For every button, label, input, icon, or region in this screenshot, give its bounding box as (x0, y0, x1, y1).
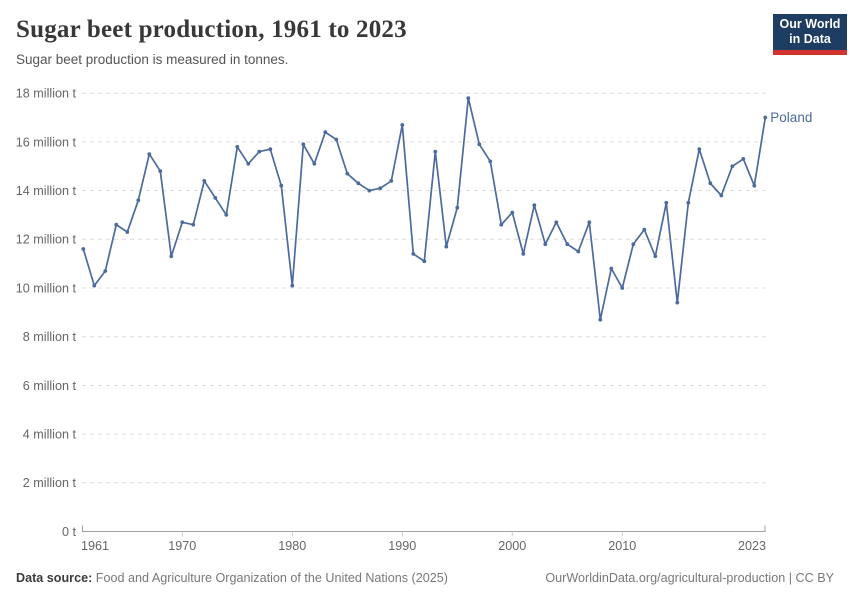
data-point (312, 161, 317, 166)
data-point (114, 222, 119, 227)
data-point (411, 252, 416, 256)
data-point (169, 254, 174, 259)
data-point (301, 142, 306, 147)
data-point (158, 169, 163, 174)
data-point (268, 147, 273, 152)
data-point (598, 317, 603, 322)
owid-logo-line2: in Data (789, 32, 831, 46)
data-point (488, 159, 493, 164)
data-point (334, 137, 339, 142)
x-tick-label: 2023 (738, 539, 766, 553)
data-point (686, 200, 691, 205)
data-point (609, 266, 614, 271)
data-point (565, 242, 570, 247)
data-point (587, 220, 592, 225)
data-point (345, 171, 350, 176)
data-point (103, 269, 108, 273)
data-point (257, 149, 262, 154)
x-tick-label: 2010 (608, 539, 636, 553)
data-point (554, 220, 559, 225)
data-source-text: Food and Agriculture Organization of the… (92, 571, 448, 585)
chart-subtitle: Sugar beet production is measured in ton… (16, 52, 289, 67)
data-point (81, 247, 86, 251)
data-point (719, 193, 724, 198)
x-tick-label: 2000 (498, 539, 526, 553)
data-point (213, 196, 218, 200)
data-point (389, 179, 394, 183)
data-point (356, 181, 361, 186)
page-title: Sugar beet production, 1961 to 2023 (16, 16, 407, 43)
data-point (422, 259, 427, 264)
chart-footer: Data source: Food and Agriculture Organi… (16, 568, 834, 588)
data-point (477, 142, 482, 147)
x-tick-label: 1970 (168, 539, 196, 553)
data-point (323, 130, 328, 135)
data-point (290, 283, 295, 288)
data-point (697, 147, 702, 152)
data-point (543, 242, 548, 247)
data-point (675, 300, 680, 305)
x-tick-label: 1990 (388, 539, 416, 553)
entity-label[interactable]: Poland (770, 110, 812, 125)
data-point (378, 186, 383, 191)
data-point (620, 286, 625, 290)
y-tick-label: 6 million t (23, 379, 77, 393)
owid-logo-line1: Our World (779, 17, 841, 31)
data-point (180, 220, 185, 225)
owid-logo-box: Our World in Data (773, 14, 847, 50)
owid-logo-accent-bar (773, 50, 847, 55)
data-point (400, 123, 405, 127)
data-point (642, 227, 647, 232)
data-point (752, 183, 757, 188)
data-point (147, 152, 152, 157)
y-tick-label: 10 million t (16, 281, 77, 295)
data-point (763, 115, 768, 120)
data-point (279, 183, 284, 188)
data-point (367, 188, 372, 193)
data-point (235, 144, 240, 149)
data-point (730, 164, 735, 169)
data-point (125, 230, 130, 234)
data-point (521, 252, 526, 256)
data-point (224, 213, 229, 217)
data-point (433, 149, 438, 154)
data-point (576, 249, 581, 254)
data-point (466, 96, 471, 100)
data-point (631, 242, 636, 247)
y-tick-label: 14 million t (16, 184, 77, 198)
data-point (741, 157, 746, 161)
data-point (499, 222, 504, 227)
footer-citation-link[interactable]: OurWorldinData.org/agricultural-producti… (545, 571, 834, 585)
data-point (510, 210, 515, 215)
data-source-label: Data source: (16, 571, 93, 585)
data-point (444, 244, 449, 249)
data-point (664, 200, 669, 205)
y-tick-label: 0 t (62, 525, 77, 539)
x-tick-label: 1961 (81, 539, 109, 553)
data-point (92, 283, 97, 288)
data-source: Data source: Food and Agriculture Organi… (16, 571, 448, 585)
y-tick-label: 8 million t (23, 330, 77, 344)
y-tick-label: 18 million t (16, 87, 77, 101)
y-tick-label: 2 million t (23, 476, 77, 490)
data-point (246, 161, 251, 166)
data-point (455, 205, 460, 210)
owid-logo[interactable]: Our World in Data (773, 14, 847, 55)
y-tick-label: 4 million t (23, 428, 77, 442)
data-point (191, 222, 196, 227)
data-point (136, 198, 141, 203)
y-tick-label: 12 million t (16, 233, 77, 247)
y-tick-label: 16 million t (16, 135, 77, 149)
data-point (708, 181, 713, 186)
data-point (653, 254, 658, 259)
trend-line[interactable] (82, 97, 767, 321)
x-tick-label: 1980 (278, 539, 306, 553)
data-point (202, 179, 207, 183)
data-point (532, 203, 537, 208)
